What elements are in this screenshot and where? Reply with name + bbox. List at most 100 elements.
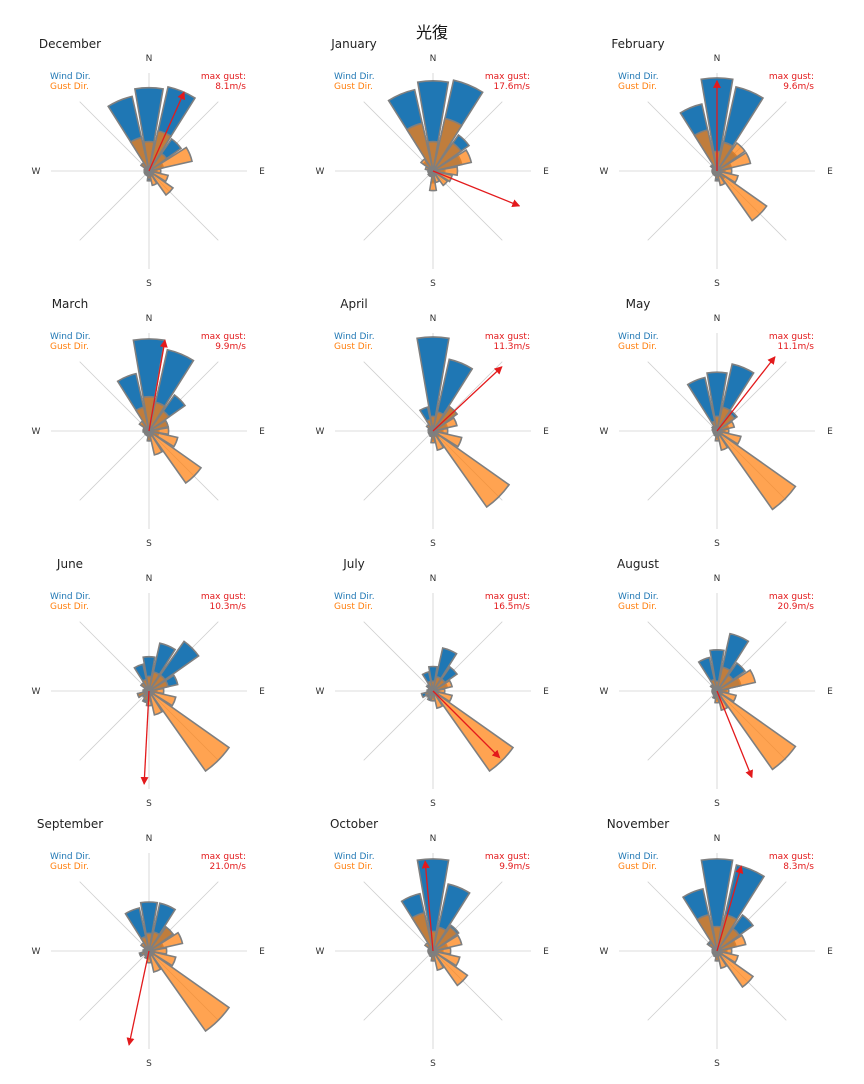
legend-wind: Wind Dir.	[618, 852, 659, 862]
month-label: May	[626, 297, 651, 311]
gust-bar-ne	[432, 141, 463, 172]
gust-bar-sse	[716, 430, 729, 452]
month-label: December	[39, 37, 101, 51]
legend-gust: Gust Dir.	[334, 602, 373, 612]
wind-bar-n	[416, 80, 450, 172]
max-gust-arrow	[432, 690, 501, 759]
compass-w-label: W	[32, 167, 41, 177]
max-gust-value: 11.1m/s	[777, 342, 814, 352]
gust-bar-e	[432, 165, 459, 177]
legend-gust: Gust Dir.	[50, 342, 89, 352]
max-gust-label: max gust:	[201, 592, 246, 602]
gust-bar-nne	[148, 129, 173, 172]
compass-e-label: E	[543, 167, 549, 177]
wind-bar-nnw	[686, 376, 718, 432]
gust-bar-nnw	[696, 913, 718, 952]
max-gust-value: 16.5m/s	[493, 602, 530, 612]
wind-bar-n	[700, 858, 734, 952]
gust-bar-nnw	[425, 418, 434, 432]
gust-bar-ene	[716, 420, 736, 432]
gust-bar-e	[432, 947, 452, 955]
gust-bar-ene	[148, 419, 170, 432]
max-gust-arrow	[432, 366, 503, 432]
gust-bar-ene	[148, 931, 184, 952]
legend-gust: Gust Dir.	[618, 82, 657, 92]
wind-bar-n	[416, 336, 450, 432]
compass-n-label: N	[146, 574, 153, 584]
max-gust-label: max gust:	[201, 332, 246, 342]
legend-gust: Gust Dir.	[334, 862, 373, 872]
month-label: February	[611, 37, 664, 51]
compass-w-label: W	[32, 427, 41, 437]
legend-wind: Wind Dir.	[50, 332, 91, 342]
gust-bar-n	[711, 925, 723, 952]
gust-bar-sse	[148, 950, 162, 973]
max-gust-label: max gust:	[201, 852, 246, 862]
gust-bar-se	[716, 690, 797, 771]
gust-bar-e	[148, 426, 170, 436]
gust-bar-n	[143, 140, 155, 172]
gust-bar-nnw	[141, 678, 150, 692]
gust-bar-ese	[432, 950, 461, 967]
compass-e-label: E	[543, 947, 549, 957]
compass-w-label: W	[32, 687, 41, 697]
wind-rose-march: N S E W March Wind Dir.Gust Dir. max gust:9.9m…	[32, 297, 266, 549]
gust-bar-nnw	[710, 420, 718, 432]
gust-bar-se	[716, 170, 768, 222]
legend-gust: Gust Dir.	[618, 862, 657, 872]
gust-bar-nnw	[410, 911, 434, 952]
gust-bar-ene	[148, 679, 170, 692]
max-gust-value: 11.3m/s	[493, 342, 530, 352]
max-gust-label: max gust:	[769, 852, 814, 862]
gust-bar-s	[714, 170, 720, 180]
compass-e-label: E	[827, 167, 833, 177]
max-gust-value: 17.6m/s	[493, 82, 530, 92]
max-gust-value: 9.9m/s	[499, 862, 530, 872]
gust-bar-s	[714, 430, 720, 442]
gust-bar-s	[714, 950, 720, 962]
gust-bar-nnw	[140, 935, 150, 952]
gust-bar-sse	[148, 170, 158, 187]
gust-bar-sse	[432, 430, 445, 452]
max-gust-value: 8.1m/s	[215, 82, 246, 92]
wind-rose-may: N S E W May Wind Dir.Gust Dir. max gust:11.1m/…	[600, 297, 834, 549]
wind-rose-november: N S E W November Wind Dir.Gust Dir. max gust:8…	[600, 817, 834, 1069]
compass-n-label: N	[714, 54, 721, 64]
wind-bar-n	[133, 86, 165, 172]
gust-bar-nnw	[709, 678, 718, 692]
compass-s-label: S	[146, 1059, 152, 1069]
max-gust-arrow	[148, 339, 168, 432]
max-gust-value: 8.3m/s	[783, 862, 814, 872]
month-label: October	[330, 817, 378, 831]
legend-gust: Gust Dir.	[50, 602, 89, 612]
gust-bar-nnw	[134, 406, 150, 432]
legend-wind: Wind Dir.	[618, 592, 659, 602]
gust-bar-nnw	[129, 136, 150, 172]
month-label: January	[330, 37, 377, 51]
gust-bar-s	[146, 170, 152, 180]
gust-bar-se	[148, 170, 175, 197]
max-gust-arrow	[716, 865, 744, 952]
wind-rose-december: N S E W December Wind Dir.Gust Dir. max gust:8…	[32, 37, 266, 289]
gust-bar-ene	[432, 679, 454, 692]
compass-s-label: S	[714, 1059, 720, 1069]
compass-n-label: N	[146, 314, 153, 324]
compass-w-label: W	[316, 687, 325, 697]
compass-w-label: W	[316, 167, 325, 177]
wind-bar-n	[142, 655, 156, 692]
compass-n-label: N	[430, 54, 437, 64]
legend-wind: Wind Dir.	[50, 592, 91, 602]
gust-bar-se	[432, 170, 449, 187]
gust-bar-nne	[716, 141, 734, 172]
compass-n-label: N	[714, 834, 721, 844]
max-gust-value: 20.9m/s	[777, 602, 814, 612]
max-gust-value: 9.6m/s	[783, 82, 814, 92]
month-label: April	[340, 297, 367, 311]
gust-bar-ne	[148, 673, 167, 692]
compass-w-label: W	[316, 947, 325, 957]
legend-gust: Gust Dir.	[334, 82, 373, 92]
wind-bar-n	[427, 665, 439, 692]
compass-s-label: S	[714, 799, 720, 809]
compass-w-label: W	[316, 427, 325, 437]
